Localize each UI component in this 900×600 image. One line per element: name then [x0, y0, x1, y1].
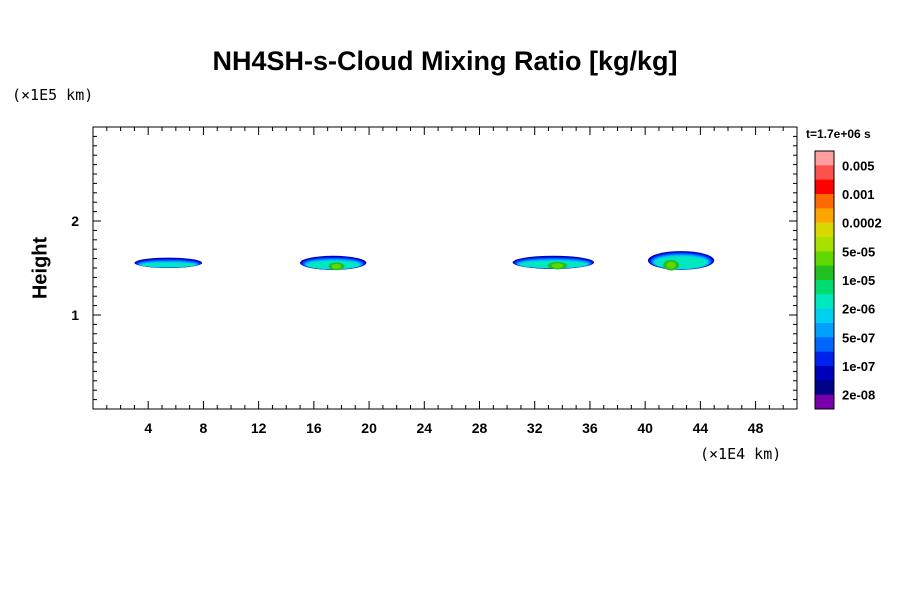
y-tick-label: 2 — [71, 213, 79, 229]
colorbar-segment — [815, 222, 834, 238]
x-tick-label: 32 — [527, 420, 543, 436]
y-axis-unit: (×1E5 km) — [12, 86, 94, 104]
colorbar-segment — [815, 351, 834, 367]
x-tick-label: 8 — [200, 420, 208, 436]
x-tick-label: 36 — [582, 420, 598, 436]
x-tick-label: 20 — [361, 420, 377, 436]
x-tick-label: 24 — [417, 420, 433, 436]
colorbar-label: 2e-06 — [842, 302, 875, 317]
colorbar-segment — [815, 151, 834, 166]
colorbar-label: 5e-05 — [842, 244, 875, 259]
cloud-contour — [655, 256, 707, 269]
x-tick-label: 44 — [693, 420, 709, 436]
colorbar-label: 0.005 — [842, 158, 875, 173]
colorbar-segment — [815, 251, 834, 266]
colorbar-segment — [815, 237, 834, 252]
colorbar-segment — [815, 208, 834, 223]
colorbar-segment — [815, 394, 834, 410]
cloud-layer — [300, 255, 367, 271]
colorbar: 0.005 0.001 0.0002 5e-05 1e-05 2e-06 5e-07 1e-0… — [814, 150, 882, 410]
cloud-core-inner — [331, 263, 342, 269]
cloud-core-inner — [551, 263, 564, 269]
time-label: t=1.7e+06 s — [806, 127, 871, 141]
x-tick-label: 4 — [144, 420, 152, 436]
chart-title: NH4SH-s-Cloud Mixing Ratio [kg/kg] — [212, 46, 678, 76]
colorbar-segment — [815, 280, 834, 295]
cloud-field — [134, 251, 715, 271]
x-tick-label: 12 — [251, 420, 267, 436]
colorbar-label: 2e-08 — [842, 388, 875, 403]
colorbar-label: 1e-05 — [842, 273, 875, 288]
colorbar-segment — [815, 366, 834, 381]
cloud-contour — [141, 263, 195, 268]
colorbar-segment — [815, 308, 834, 324]
cloud-layer — [647, 251, 715, 271]
colorbar-label: 0.001 — [842, 187, 875, 202]
x-tick-label: 48 — [748, 420, 764, 436]
colorbar-segment — [815, 179, 834, 195]
x-axis-unit: (×1E4 km) — [700, 445, 782, 463]
cloud-layer — [512, 255, 595, 270]
x-tick-label: 28 — [472, 420, 488, 436]
colorbar-segment — [815, 294, 834, 309]
colorbar-segment — [815, 194, 834, 209]
colorbar-label: 5e-07 — [842, 330, 875, 345]
colorbar-segment — [815, 337, 834, 352]
colorbar-segment — [815, 265, 834, 281]
x-axis: 4 8 12 16 20 24 28 32 36 40 44 48 — [106, 127, 784, 436]
colorbar-segment — [815, 380, 834, 395]
x-tick-label: 16 — [306, 420, 322, 436]
cloud-core-inner — [666, 261, 676, 269]
colorbar-segment — [815, 165, 834, 180]
colorbar-segment — [815, 323, 834, 338]
y-tick-label: 1 — [71, 307, 79, 323]
x-tick-label: 40 — [637, 420, 653, 436]
colorbar-label: 1e-07 — [842, 359, 875, 374]
cloud-layer — [134, 257, 203, 268]
colorbar-label: 0.0002 — [842, 216, 882, 231]
y-axis: 12 — [71, 135, 797, 401]
colorbar-frame — [814, 150, 835, 410]
